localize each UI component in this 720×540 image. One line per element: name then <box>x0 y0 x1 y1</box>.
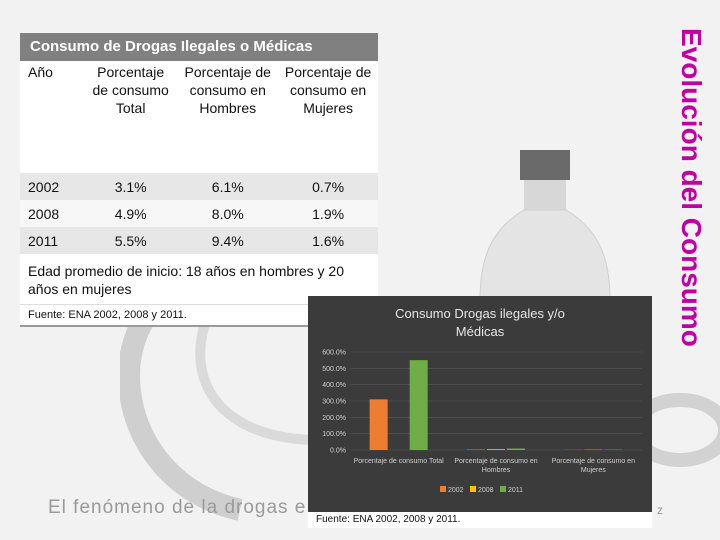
bar-2011 <box>507 448 525 450</box>
bar-2011 <box>409 360 428 450</box>
x-tick-label-line1: Porcentaje de consumo en <box>454 458 537 465</box>
onset-age-note: Edad promedio de inicio: 18 años en homb… <box>20 254 378 304</box>
bar-2008 <box>487 449 505 450</box>
cell-men: 8.0% <box>211 205 244 222</box>
chart-title-line2: Médicas <box>456 324 505 339</box>
bar-2002 <box>369 399 388 450</box>
cell-men: 6.1% <box>211 178 244 195</box>
consumption-chart: Consumo Drogas ilegales y/o Médicas 0.0% 10… <box>308 296 652 512</box>
y-tick-label: 100.0% <box>322 431 346 438</box>
table-row: 2008 4.9% 8.0% 1.9% <box>20 200 378 227</box>
chart-title-line1: Consumo Drogas ilegales y/o <box>395 306 565 321</box>
consumption-table: Año Porcentaje de consumo Total Porcenta… <box>20 61 378 254</box>
legend-label: 2008 <box>478 487 494 494</box>
cell-men: 9.4% <box>211 232 244 249</box>
y-tick-label: 0.0% <box>330 448 346 455</box>
table-row: 2002 3.1% 6.1% 0.7% <box>20 173 378 200</box>
cell-year: 2002 <box>28 178 60 195</box>
consumption-table-panel: Consumo de Drogas Ilegales o Médicas Año… <box>20 33 378 327</box>
x-tick-label-line2: Mujeres <box>581 467 606 474</box>
cell-total: 5.5% <box>114 232 147 249</box>
cell-women: 0.7% <box>312 178 345 195</box>
header-total: Porcentaje de consumo Total <box>92 64 169 116</box>
x-tick-label-line1: Porcentaje de consumo Total <box>354 458 445 465</box>
cell-total: 3.1% <box>114 178 147 195</box>
cell-women: 1.9% <box>312 205 345 222</box>
legend-swatch-2008 <box>470 486 476 492</box>
legend-label: 2002 <box>448 487 464 494</box>
y-tick-label: 400.0% <box>322 382 346 389</box>
table-title: Consumo de Drogas Ilegales o Médicas <box>20 33 378 61</box>
side-title: Evolución del Consumo <box>676 28 707 347</box>
y-tick-label: 300.0% <box>322 399 346 406</box>
y-tick-label: 500.0% <box>322 366 346 373</box>
chart-svg: Consumo Drogas ilegales y/o Médicas 0.0% 10… <box>322 306 642 494</box>
header-women: Porcentaje de consumo en Mujeres <box>284 64 372 116</box>
table-source: Fuente: ENA 2002, 2008 y 2011. <box>20 304 378 327</box>
y-tick-label: 200.0% <box>322 415 346 422</box>
bottle-neck <box>524 180 566 210</box>
cell-women: 1.6% <box>312 232 345 249</box>
x-tick-label-line2: Hombres <box>482 467 511 474</box>
legend-swatch-2002 <box>440 486 446 492</box>
footer-text: El fenómeno de la drogas e <box>48 497 307 518</box>
table-header-row: Año Porcentaje de consumo Total Porcenta… <box>20 61 378 173</box>
header-year: Año <box>28 64 53 80</box>
cell-year: 2011 <box>28 232 59 249</box>
chart-source: Fuente: ENA 2002, 2008 y 2011. <box>308 512 652 528</box>
legend-label: 2011 <box>508 487 523 494</box>
cell-year: 2008 <box>28 205 60 222</box>
table-row: 2011 5.5% 9.4% 1.6% <box>20 227 378 254</box>
header-men: Porcentaje de consumo en Hombres <box>184 64 271 116</box>
legend-swatch-2011 <box>500 486 506 492</box>
y-tick-label: 600.0% <box>322 350 346 357</box>
x-tick-label-line1: Porcentaje de consumo en <box>552 458 635 465</box>
cuff-left-inner <box>195 308 321 445</box>
cell-total: 4.9% <box>114 205 147 222</box>
footer-fragment: z <box>657 503 663 517</box>
bottle-cap <box>520 150 570 180</box>
